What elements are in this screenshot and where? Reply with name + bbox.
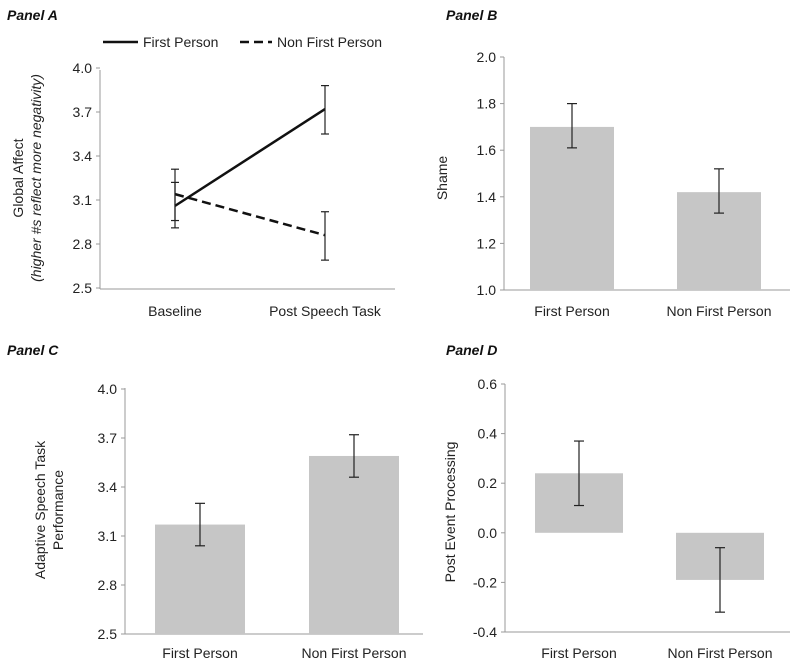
legend-label-non-first-person: Non First Person bbox=[277, 34, 382, 50]
y-tick-label: 3.4 bbox=[73, 148, 93, 164]
panel-b: Panel B Shame 1.0 1.2 1.4 1.6 1.8 2.0 First P… bbox=[434, 7, 790, 319]
y-tick-label: 0.4 bbox=[478, 426, 498, 442]
series-line-first-person bbox=[174, 108, 326, 207]
y-tick-label: 1.6 bbox=[477, 142, 497, 158]
panel-a-plot bbox=[171, 84, 329, 261]
panel-c-xtick-first-person: First Person bbox=[162, 645, 237, 661]
panel-a-legend: First Person Non First Person bbox=[103, 34, 382, 50]
y-tick-label: 0.6 bbox=[478, 376, 498, 392]
y-tick-label: 2.8 bbox=[98, 577, 118, 593]
y-tick-label: 1.8 bbox=[477, 96, 497, 112]
y-tick-label: 4.0 bbox=[98, 381, 118, 397]
panel-b-xtick-first-person: First Person bbox=[534, 303, 609, 319]
panel-d-ylabel-group: Post Event Processing bbox=[442, 442, 458, 583]
panel-a-y-ticks: 2.5 2.8 3.1 3.4 3.7 4.0 bbox=[73, 60, 100, 296]
y-tick-label: 0.2 bbox=[478, 475, 498, 491]
panel-a-ylabel: Global Affect bbox=[10, 138, 26, 217]
panel-d-title: Panel D bbox=[446, 342, 497, 358]
series-line-non-first-person bbox=[174, 192, 326, 237]
panel-b-ylabel-group: Shame bbox=[434, 156, 450, 201]
panel-a: Panel A First Person Non First Person Gl… bbox=[7, 7, 395, 319]
legend-label-first-person: First Person bbox=[143, 34, 218, 50]
panel-c-y-ticks: 2.5 2.8 3.1 3.4 3.7 4.0 bbox=[98, 381, 125, 642]
y-tick-label: 1.2 bbox=[477, 235, 497, 251]
y-tick-label: 2.8 bbox=[73, 236, 93, 252]
bar-non-first-person bbox=[309, 455, 399, 634]
y-tick-label: 1.0 bbox=[477, 282, 497, 298]
panel-c-xtick-non-first-person: Non First Person bbox=[301, 645, 406, 661]
bar-first-person bbox=[530, 126, 614, 291]
panel-a-title: Panel A bbox=[7, 7, 58, 23]
y-tick-label: 3.1 bbox=[73, 192, 93, 208]
panel-d-xtick-first-person: First Person bbox=[541, 645, 616, 661]
y-tick-label: -0.4 bbox=[473, 624, 497, 640]
panel-d-xtick-non-first-person: Non First Person bbox=[667, 645, 772, 661]
y-tick-label: 2.5 bbox=[73, 280, 93, 296]
panel-a-ylabel-group: Global Affect (higher #s reflect more ne… bbox=[10, 74, 44, 282]
panel-d-plot bbox=[535, 440, 764, 613]
panel-d-y-ticks: -0.4 -0.2 0.0 0.2 0.4 0.6 bbox=[473, 376, 505, 640]
panel-b-xtick-non-first-person: Non First Person bbox=[666, 303, 771, 319]
panel-c: Panel C Adaptive Speech Task Performance… bbox=[7, 342, 423, 661]
y-tick-label: -0.2 bbox=[473, 574, 497, 590]
y-tick-label: 1.4 bbox=[477, 189, 497, 205]
y-tick-label: 3.7 bbox=[98, 430, 118, 446]
y-tick-label: 3.7 bbox=[73, 104, 93, 120]
y-tick-label: 0.0 bbox=[478, 525, 498, 541]
panel-d-ylabel: Post Event Processing bbox=[442, 442, 458, 583]
y-tick-label: 2.5 bbox=[98, 626, 118, 642]
panel-b-plot bbox=[530, 102, 761, 291]
panel-c-ylabel-group: Adaptive Speech Task Performance bbox=[32, 440, 66, 579]
panel-c-ylabel: Adaptive Speech Task bbox=[32, 440, 48, 579]
panel-a-xtick-baseline: Baseline bbox=[148, 303, 202, 319]
panel-d: Panel D Post Event Processing -0.4 -0.2 0.… bbox=[442, 342, 790, 661]
y-tick-label: 2.0 bbox=[477, 49, 497, 65]
panel-b-ylabel: Shame bbox=[434, 156, 450, 201]
panel-b-title: Panel B bbox=[446, 7, 497, 23]
y-tick-label: 4.0 bbox=[73, 60, 93, 76]
panel-c-title: Panel C bbox=[7, 342, 59, 358]
panel-a-ylabel-sub: (higher #s reflect more negativity) bbox=[28, 74, 44, 282]
y-tick-label: 3.4 bbox=[98, 479, 118, 495]
panel-c-plot bbox=[155, 434, 399, 634]
panel-c-ylabel-line2: Performance bbox=[50, 470, 66, 550]
panel-b-y-ticks: 1.0 1.2 1.4 1.6 1.8 2.0 bbox=[477, 49, 504, 298]
y-tick-label: 3.1 bbox=[98, 528, 118, 544]
panel-a-xtick-post-speech: Post Speech Task bbox=[269, 303, 382, 319]
